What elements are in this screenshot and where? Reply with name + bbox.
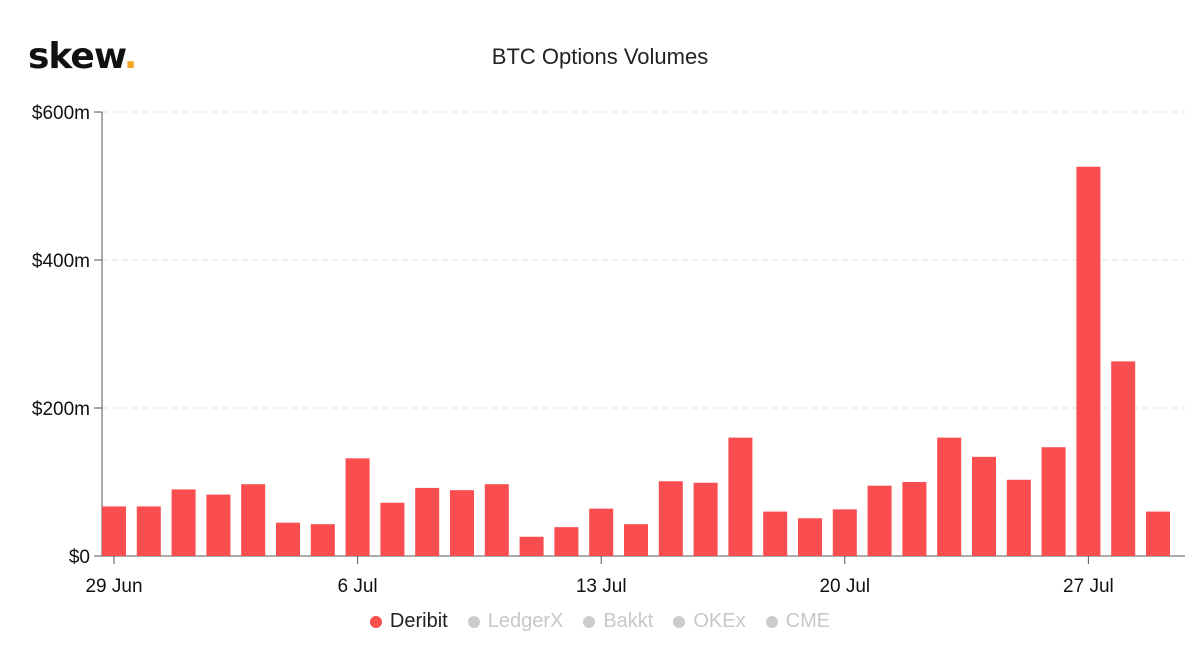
legend-dot-icon [673, 615, 686, 628]
bar [345, 458, 370, 556]
legend-dot-icon [583, 615, 596, 628]
x-tick-label: 20 Jul [819, 576, 870, 597]
x-tick-label: 27 Jul [1063, 576, 1114, 597]
bar [1111, 361, 1136, 556]
bar [415, 487, 440, 556]
bar [484, 484, 509, 556]
bar [798, 518, 822, 556]
bar [1041, 447, 1066, 556]
bar [450, 490, 474, 556]
bar [136, 506, 161, 556]
bar [1076, 166, 1101, 556]
bar [658, 481, 683, 556]
legend-item-ledgerx[interactable]: LedgerX [467, 610, 564, 633]
bar [380, 502, 405, 556]
legend-dot-icon [467, 615, 480, 628]
legend-dot-icon [369, 615, 382, 628]
chart-legend: Deribit LedgerX Bakkt OKEx CME [0, 610, 1200, 633]
bar [102, 506, 126, 556]
x-tick-label: 13 Jul [576, 576, 627, 597]
bar [241, 484, 266, 556]
bar [554, 527, 579, 556]
bar [310, 524, 335, 556]
y-tick-label: $0 [69, 547, 90, 568]
legend-label: OKEx [693, 610, 746, 632]
legend-item-bakkt[interactable]: Bakkt [583, 610, 653, 633]
bar [763, 511, 788, 556]
bar [206, 494, 231, 556]
y-tick-label: $200m [32, 399, 90, 420]
y-tick-label: $400m [32, 251, 90, 272]
bar [972, 456, 996, 556]
legend-label: LedgerX [487, 610, 564, 632]
legend-item-deribit[interactable]: Deribit [369, 610, 448, 633]
bar [276, 522, 300, 556]
legend-label: CME [785, 610, 831, 632]
bar [1146, 511, 1170, 556]
legend-item-okex[interactable]: OKEx [673, 610, 746, 633]
bar [519, 536, 544, 556]
x-tick-label: 6 Jul [338, 576, 378, 597]
chart-title: BTC Options Volumes [491, 44, 709, 69]
bar [937, 437, 962, 556]
y-tick-label: $600m [32, 103, 90, 124]
skew-logo: skew. [28, 36, 137, 77]
bar [867, 485, 892, 556]
legend-item-cme[interactable]: CME [765, 610, 831, 633]
bar [693, 482, 718, 556]
bar [624, 524, 648, 556]
legend-label: Deribit [389, 610, 448, 632]
legend-dot-icon [765, 615, 778, 628]
bar [171, 489, 196, 556]
bar [832, 509, 857, 556]
x-tick-label: 29 Jun [85, 576, 142, 597]
bar [902, 482, 927, 556]
legend-label: Bakkt [603, 610, 654, 632]
bar [728, 437, 753, 556]
bar [1006, 479, 1031, 556]
bar [589, 508, 614, 556]
